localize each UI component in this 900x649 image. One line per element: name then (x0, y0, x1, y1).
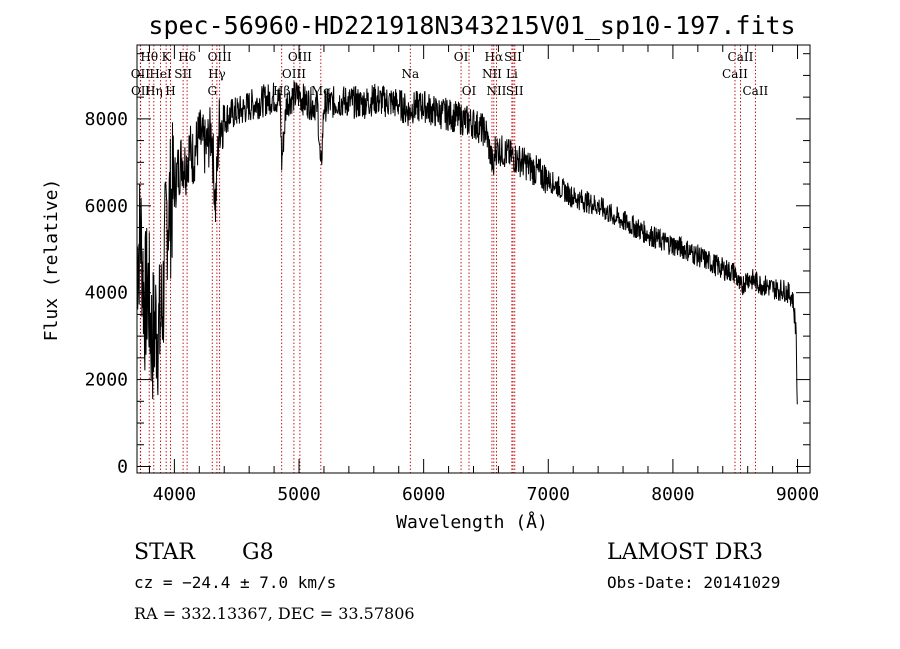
y-axis-ticks: 0 2000 4000 6000 8000 (85, 53, 810, 477)
line-label-20: NII (482, 67, 502, 81)
y-axis-label: Flux (relative) (41, 179, 62, 342)
line-label-4: HeI (149, 67, 172, 81)
line-label-18: OI (462, 84, 477, 98)
y-tick-label-3: 6000 (85, 196, 128, 217)
y-tick-label-1: 2000 (85, 370, 128, 391)
line-label-25: CaII (728, 50, 754, 64)
chart-title: spec-56960-HD221918N343215V01_sp10-197.f… (148, 11, 795, 40)
x-tick-label-0: 4000 (153, 484, 196, 505)
line-label-16: Na (401, 67, 419, 81)
coordinates: RA = 332.13367, DEC = 33.57806 (134, 604, 415, 623)
line-label-27: CaII (742, 84, 768, 98)
x-tick-label-2: 6000 (402, 484, 445, 505)
x-axis-ticks: 4000 5000 6000 7000 8000 9000 (148, 45, 819, 505)
y-tick-label-2: 4000 (85, 283, 128, 304)
y-tick-label-0: 0 (117, 456, 128, 477)
line-label-22: SII (504, 50, 522, 64)
survey-name: LAMOST DR3 (607, 540, 763, 565)
x-tick-label-1: 5000 (277, 484, 320, 505)
redshift-cz: cz = −24.4 ± 7.0 km/s (134, 573, 336, 592)
line-label-23: Li (506, 67, 518, 81)
line-label-11: G (207, 84, 217, 98)
y-tick-label-4: 8000 (85, 109, 128, 130)
line-label-12: Hβ (273, 84, 290, 98)
line-label-5: K (162, 50, 172, 64)
object-type: STAR (134, 540, 196, 565)
line-label-9: OIII (208, 50, 232, 64)
subclass: G8 (242, 540, 274, 565)
line-label-2: OII (131, 84, 151, 98)
observation-date: Obs-Date: 20141029 (607, 573, 780, 592)
line-label-6: H (165, 84, 175, 98)
x-tick-label-3: 7000 (527, 484, 570, 505)
line-label-7: SII (174, 67, 192, 81)
x-tick-label-4: 8000 (651, 484, 694, 505)
line-label-8: Hδ (178, 50, 196, 64)
x-axis-label: Wavelength (Å) (396, 511, 548, 533)
line-label-17: OI (454, 50, 469, 64)
flux-line (136, 81, 798, 405)
line-label-13: OIII (282, 67, 306, 81)
line-label-19: Hα (485, 50, 504, 64)
line-label-14: OIII (288, 50, 312, 64)
line-label-10: Hγ (208, 67, 226, 81)
flux-series (136, 81, 798, 405)
line-label-21: NII (486, 84, 506, 98)
line-label-26: CaII (722, 67, 748, 81)
line-label-24: SII (506, 84, 524, 98)
x-tick-label-5: 9000 (776, 484, 819, 505)
line-label-3: Hη (145, 84, 163, 98)
line-label-0: Hθ (140, 50, 158, 64)
